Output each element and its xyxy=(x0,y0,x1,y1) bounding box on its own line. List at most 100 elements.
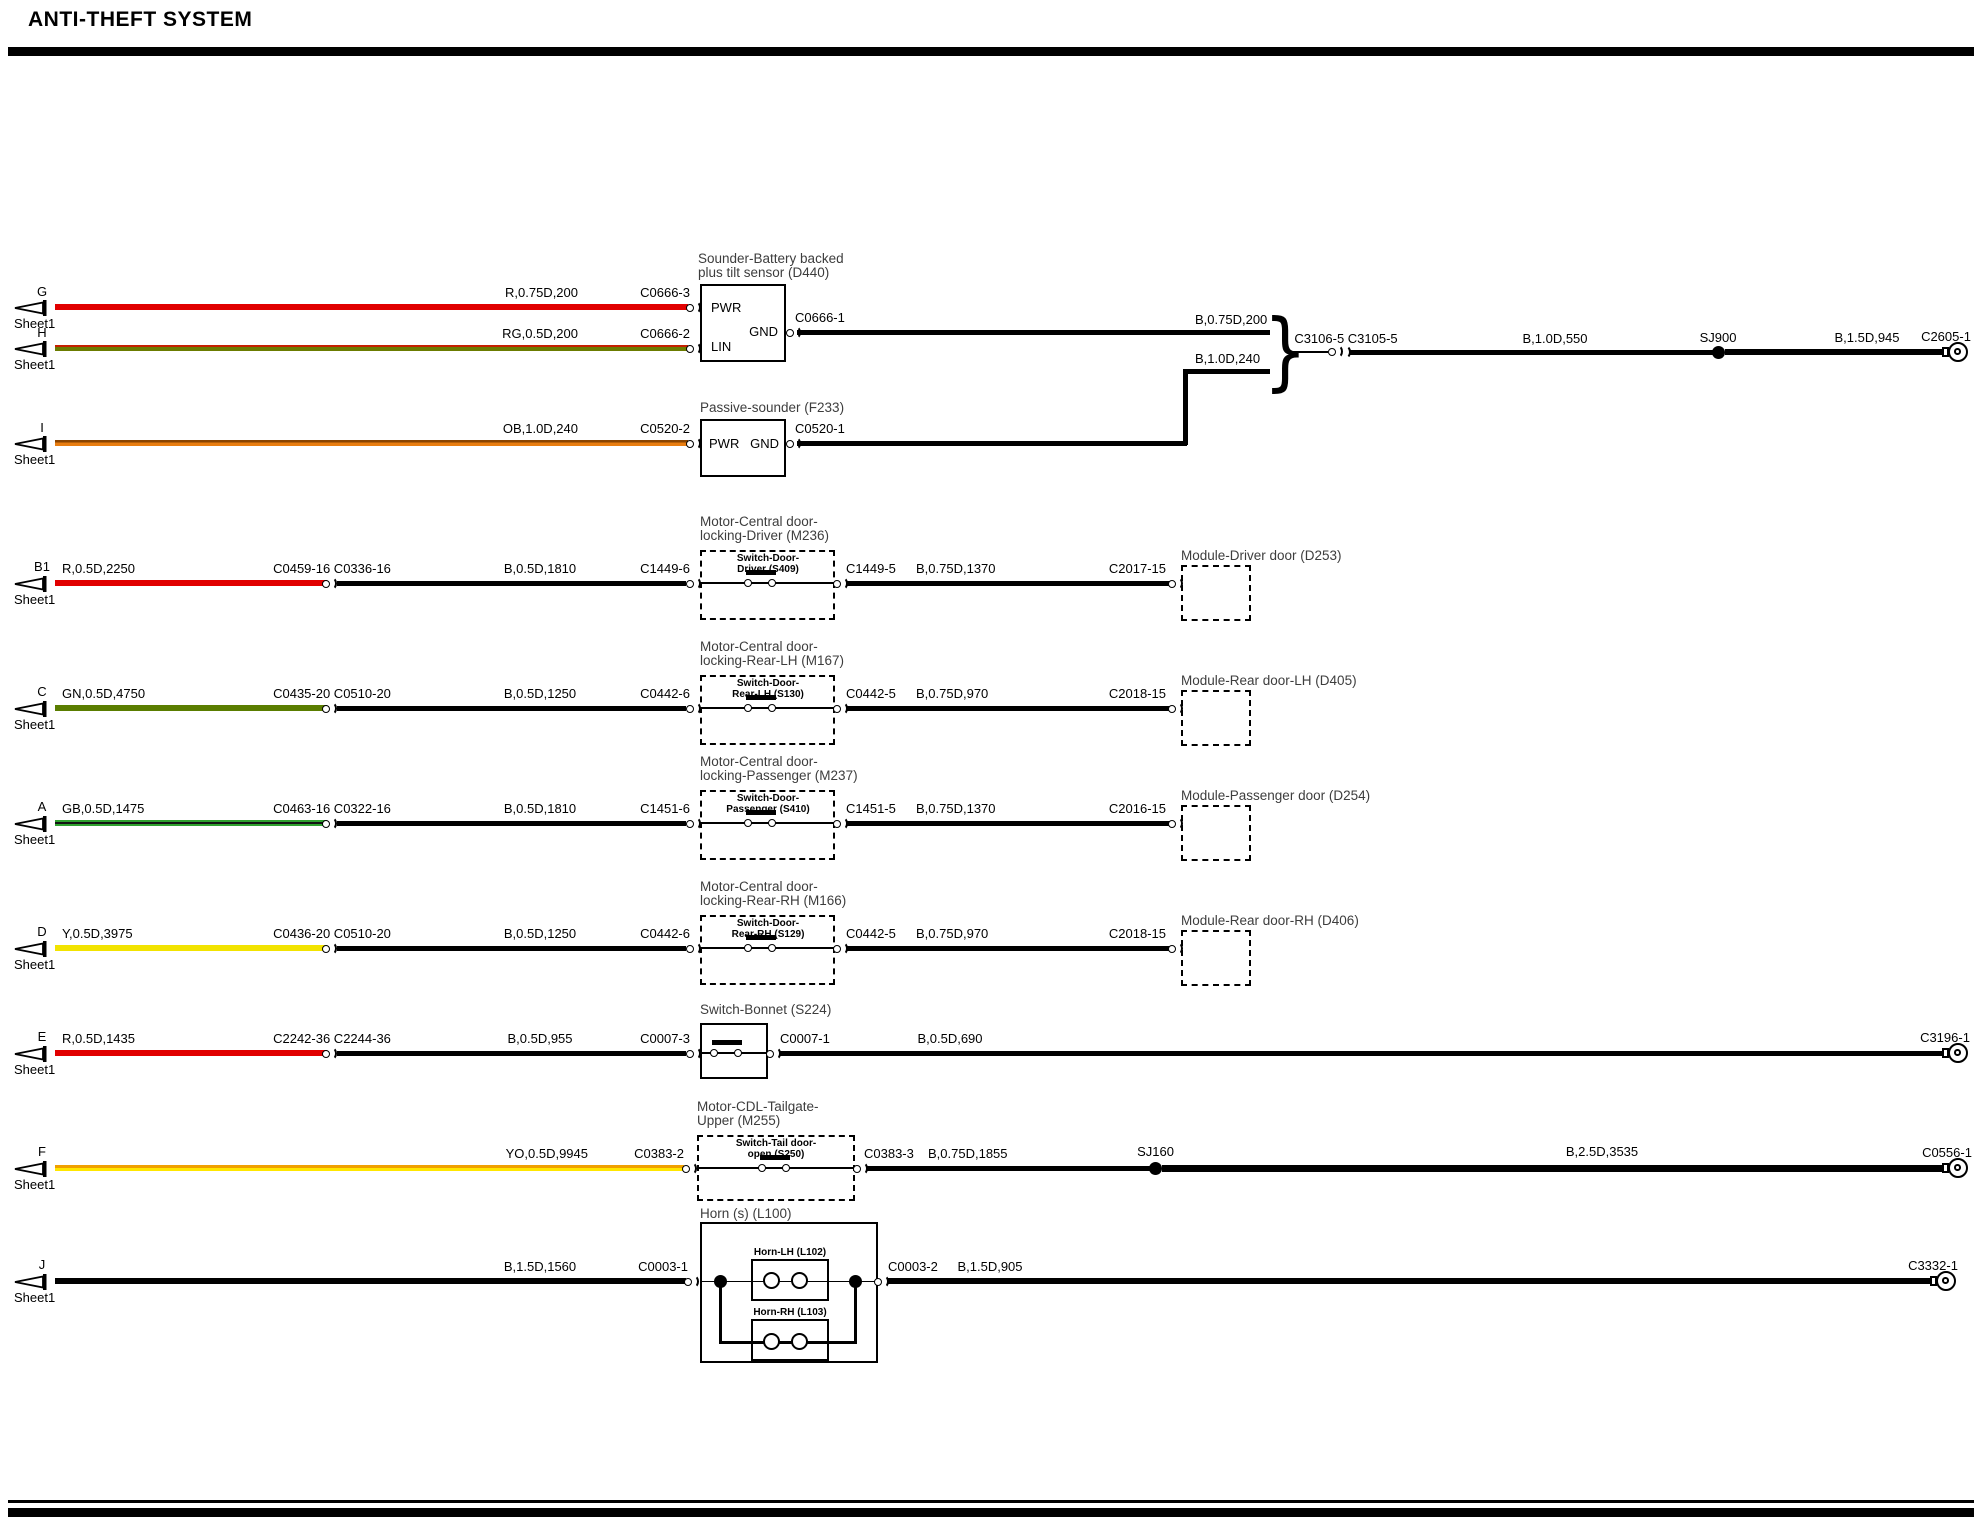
wire-spec-label: B,0.5D,690 xyxy=(917,1031,983,1046)
wire-segment xyxy=(55,1165,684,1171)
page-title: ANTI-THEFT SYSTEM xyxy=(28,8,253,31)
connector-label: C0383-3 xyxy=(864,1146,914,1161)
connector-label: C0459-16 C0336-16 xyxy=(273,561,391,576)
connector-label: C1451-5 xyxy=(846,801,896,816)
connector-label: C0435-20 C0510-20 xyxy=(273,686,391,701)
circuit-letter: H xyxy=(37,325,47,340)
wire-spec-label: B,0.5D,1810 xyxy=(503,801,577,816)
off-sheet-arrow-icon xyxy=(14,1161,47,1177)
component-title: locking-Rear-LH (M167) xyxy=(700,653,845,668)
wire-spec-label: B,0.75D,970 xyxy=(916,686,989,701)
connector-label: C0666-1 xyxy=(795,310,845,325)
connector-label: C0463-16 C0322-16 xyxy=(273,801,391,816)
connector-icon xyxy=(680,1162,698,1176)
switch-terminal-icon xyxy=(734,1049,742,1057)
ring-terminal-icon xyxy=(1930,1271,1958,1291)
splice-label: SJ900 xyxy=(1699,330,1737,345)
connector-label: C0383-2 xyxy=(634,1146,684,1161)
circuit-letter: G xyxy=(36,284,48,299)
switch-title: Passenger (S410) xyxy=(726,804,810,815)
sheet-ref: Sheet1 xyxy=(14,1177,56,1192)
module-box xyxy=(1181,805,1251,861)
switch-terminal-icon xyxy=(782,1164,790,1172)
component-title: Motor-Central door- xyxy=(700,639,818,654)
switch-terminal-icon xyxy=(768,579,776,587)
module-title: Module-Rear door-LH (D405) xyxy=(1181,673,1357,688)
wire-segment xyxy=(337,820,686,826)
circuit-letter: A xyxy=(37,799,47,814)
terminal-label: C2605-1 xyxy=(1921,329,1971,344)
switch-title: Rear-RH (S129) xyxy=(732,929,805,940)
switch-terminal-icon xyxy=(768,944,776,952)
wire-spec-label: RG,0.5D,200 xyxy=(502,326,578,341)
connector-icon xyxy=(320,702,338,716)
wire-segment xyxy=(854,1281,857,1342)
wire-spec-label: B,1.5D,945 xyxy=(1834,330,1900,345)
wire-segment xyxy=(719,1340,857,1344)
switch-bar-icon xyxy=(760,1155,790,1160)
connector-label: C0442-5 xyxy=(846,686,896,701)
terminal-label: C3332-1 xyxy=(1908,1258,1958,1273)
wire-spec-label: B,1.5D,905 xyxy=(957,1259,1023,1274)
module-box xyxy=(1181,690,1251,746)
connector-label: C2018-15 xyxy=(1108,926,1166,941)
component-title: locking-Rear-RH (M166) xyxy=(700,893,847,908)
wire-segment xyxy=(55,1278,686,1284)
component-title: Sounder-Battery backed xyxy=(698,251,844,266)
wire-segment xyxy=(337,1050,686,1056)
connector-icon xyxy=(320,942,338,956)
connector-label: C0666-3 xyxy=(640,285,690,300)
horn-rh-box xyxy=(751,1319,829,1361)
connector-label: C2017-15 xyxy=(1108,561,1166,576)
wire-segment xyxy=(55,440,688,446)
sheet-ref: Sheet1 xyxy=(14,452,56,467)
terminal-label: C0556-1 xyxy=(1922,1145,1972,1160)
off-sheet-arrow-icon xyxy=(14,436,47,452)
connector-label: C2018-15 xyxy=(1108,686,1166,701)
wire-segment xyxy=(1183,369,1270,374)
component-box xyxy=(700,419,786,477)
wire-spec-label: B,0.5D,1250 xyxy=(503,686,577,701)
terminal-label: C3196-1 xyxy=(1920,1030,1970,1045)
module-title: Module-Passenger door (D254) xyxy=(1181,788,1371,803)
wire-spec-label: B,0.5D,955 xyxy=(507,1031,573,1046)
wire-spec-label: Y,0.5D,3975 xyxy=(62,926,133,941)
wire-segment xyxy=(337,945,686,951)
wire-segment xyxy=(55,304,688,310)
connector-label: C0003-2 xyxy=(888,1259,938,1274)
connector-label: C0666-2 xyxy=(640,326,690,341)
horn-rh-title: Horn-RH (L103) xyxy=(753,1307,827,1318)
off-sheet-arrow-icon xyxy=(14,576,47,592)
connector-label: C0520-1 xyxy=(795,421,845,436)
wire-segment xyxy=(700,707,835,709)
wire-segment xyxy=(337,705,686,711)
horn-lh-box xyxy=(751,1259,829,1301)
switch-terminal-icon xyxy=(758,1164,766,1172)
component-title: Motor-Central door- xyxy=(700,514,818,529)
wire-segment xyxy=(1288,351,1328,353)
module-title: Module-Driver door (D253) xyxy=(1181,548,1342,563)
ring-terminal-icon xyxy=(1942,1158,1970,1178)
splice-icon xyxy=(1149,1161,1162,1175)
wire-segment xyxy=(719,1281,722,1342)
wire-spec-label: B,0.75D,1855 xyxy=(928,1146,1008,1161)
switch-terminal-icon xyxy=(744,819,752,827)
wire-segment xyxy=(55,705,327,711)
switch-terminal-icon xyxy=(768,704,776,712)
wire-spec-label: B,0.75D,970 xyxy=(916,926,989,941)
switch-title: Switch-Door- xyxy=(736,553,800,564)
wire-segment xyxy=(846,820,1170,826)
splice-label: SJ160 xyxy=(1137,1144,1174,1159)
connector-icon xyxy=(320,817,338,831)
component-title: Upper (M255) xyxy=(697,1113,781,1128)
wire-segment xyxy=(797,329,1270,335)
wire-segment xyxy=(866,1165,1156,1171)
switch-terminal-icon xyxy=(744,944,752,952)
component-box xyxy=(700,1222,878,1363)
circuit-letter: F xyxy=(38,1144,46,1159)
switch-title: Rear-LH (S130) xyxy=(732,689,804,700)
switch-bar-icon xyxy=(746,695,776,700)
footer-rule-thick xyxy=(8,1508,1974,1517)
wire-spec-label: B,1.0D,550 xyxy=(1522,331,1588,346)
